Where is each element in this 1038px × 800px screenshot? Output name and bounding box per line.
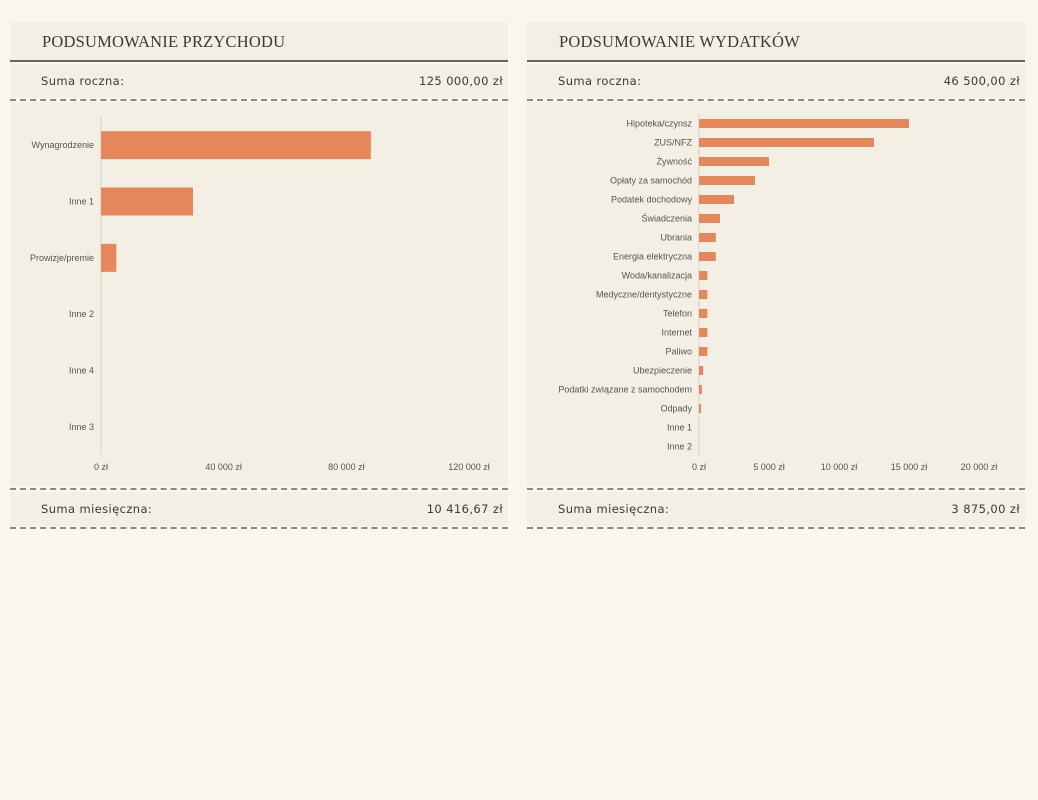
income-chart-bar [101, 187, 193, 216]
income-chart-bar [101, 131, 371, 160]
expense-title: PODSUMOWANIE WYDATKÓW [527, 22, 1025, 60]
expense-monthly-row: Suma miesięczna: 3 875,00 zł [527, 492, 1025, 526]
expense-chart-category-label: Odpady [660, 404, 692, 414]
expense-chart-category-label: Internet [661, 328, 692, 338]
income-chart-tick-label: 40 000 zł [205, 462, 242, 472]
expense-chart-category-label: Ubrania [660, 233, 692, 243]
expense-chart-category-label: Świadczenia [641, 213, 692, 224]
income-summary-panel: PODSUMOWANIE PRZYCHODU Suma roczna: 125 … [10, 22, 508, 532]
expense-chart-bar [699, 233, 716, 242]
expense-chart-category-label: Energia elektryczna [613, 252, 692, 262]
income-monthly-value: 10 416,67 zł [426, 502, 503, 516]
income-title-rule [10, 60, 508, 62]
expense-chart-bar [699, 138, 874, 147]
expense-chart-tick-label: 10 000 zł [821, 462, 858, 472]
income-bar-chart: Wynagrodzenie Inne 1 Prowizje/premie Inne 2… [30, 117, 490, 472]
expense-chart-tick-label: 20 000 zł [961, 462, 998, 472]
expense-chart-bar [699, 214, 720, 223]
expense-chart-bar [699, 157, 769, 166]
expense-chart-category-label: Podatek dochodowy [611, 195, 693, 205]
expense-chart-category-label: Opłaty za samochód [610, 176, 692, 186]
expense-summary-panel: PODSUMOWANIE WYDATKÓW Suma roczna: 46 50… [527, 22, 1025, 532]
expense-monthly-rule-bottom [527, 527, 1025, 529]
income-chart-bar [101, 243, 117, 272]
expense-chart-bar [699, 252, 716, 261]
expense-annual-row: Suma roczna: 46 500,00 zł [527, 64, 1025, 98]
expense-chart-bar [699, 328, 708, 337]
expense-chart-bar [699, 119, 909, 128]
expense-chart-bar [699, 404, 702, 413]
expense-chart-bar [699, 195, 734, 204]
expense-annual-label: Suma roczna: [558, 74, 642, 88]
expense-chart-bar [699, 366, 704, 375]
expense-chart-category-label: Inne 1 [667, 423, 692, 433]
income-chart-tick-label: 120 000 zł [448, 462, 490, 472]
income-chart-category-label: Wynagrodzenie [32, 140, 94, 150]
income-chart-category-label: Inne 4 [69, 366, 94, 376]
expense-chart-bar [699, 309, 708, 318]
expense-chart-bar [699, 347, 708, 356]
expense-chart-category-label: Woda/kanalizacja [622, 271, 692, 281]
income-monthly-rule-top [10, 488, 508, 490]
expense-chart-category-label: Paliwo [665, 347, 692, 357]
expense-chart-tick-label: 5 000 zł [753, 462, 785, 472]
income-monthly-label: Suma miesięczna: [41, 502, 153, 516]
expense-annual-value: 46 500,00 zł [943, 74, 1020, 88]
expense-chart-tick-label: 0 zł [692, 462, 706, 472]
expense-monthly-label: Suma miesięczna: [558, 502, 670, 516]
expense-chart-bar [699, 385, 702, 394]
income-monthly-rule-bottom [10, 527, 508, 529]
expense-chart-category-label: Ubezpieczenie [633, 366, 692, 376]
expense-chart-category-label: Medyczne/dentystyczne [596, 290, 692, 300]
income-chart-category-label: Inne 1 [69, 197, 94, 207]
expense-annual-rule [527, 99, 1025, 101]
expense-chart-tick-label: 15 000 zł [891, 462, 928, 472]
income-chart-category-label: Inne 3 [69, 422, 94, 432]
income-title: PODSUMOWANIE PRZYCHODU [10, 22, 508, 60]
expense-bar-chart: Hipoteka/czynsz ZUS/NFZ Żywność Opłaty za s… [558, 114, 998, 472]
expense-chart-category-label: Telefon [663, 309, 692, 319]
income-annual-row: Suma roczna: 125 000,00 zł [10, 64, 508, 98]
expense-chart-bar [699, 271, 708, 280]
expense-title-rule [527, 60, 1025, 62]
expense-monthly-value: 3 875,00 zł [951, 502, 1020, 516]
expense-chart-category-label: Inne 2 [667, 442, 692, 452]
income-chart-tick-label: 0 zł [94, 462, 108, 472]
expense-chart-category-label: Podatki związane z samochodem [558, 385, 692, 395]
income-monthly-row: Suma miesięczna: 10 416,67 zł [10, 492, 508, 526]
income-chart-category-label: Inne 2 [69, 309, 94, 319]
income-chart-tick-label: 80 000 zł [328, 462, 365, 472]
income-chart-area: Wynagrodzenie Inne 1 Prowizje/premie Inne 2… [10, 102, 508, 486]
expense-chart-category-label: Hipoteka/czynsz [626, 119, 692, 129]
expense-chart-bar [699, 176, 755, 185]
expense-chart-bar [699, 290, 708, 299]
expense-chart-area: Hipoteka/czynsz ZUS/NFZ Żywność Opłaty za s… [527, 102, 1025, 486]
income-annual-value: 125 000,00 zł [418, 74, 503, 88]
income-annual-rule [10, 99, 508, 101]
expense-chart-category-label: Żywność [656, 157, 692, 167]
income-chart-category-label: Prowizje/premie [30, 253, 94, 263]
expense-chart-category-label: ZUS/NFZ [654, 138, 692, 148]
expense-monthly-rule-top [527, 488, 1025, 490]
income-annual-label: Suma roczna: [41, 74, 125, 88]
